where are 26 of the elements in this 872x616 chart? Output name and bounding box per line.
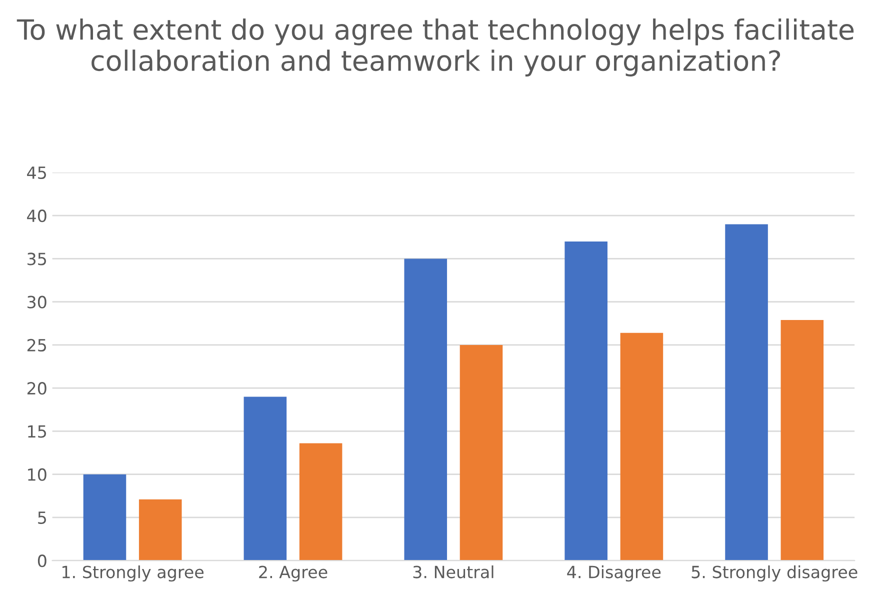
y-tick-label: 35 <box>28 252 46 266</box>
y-tick-label: 25 <box>27 338 46 352</box>
x-tick-label: 1. Strongly agree <box>62 565 204 582</box>
bar <box>138 499 182 561</box>
chart-title: To what extent do you agree that technology helps facilitate collaboration and teamwork in your organization? <box>16 18 854 76</box>
y-tick-label: 45 <box>27 166 46 180</box>
x-tick-label: 2. Agree <box>259 566 328 582</box>
bar <box>299 443 342 561</box>
y-tick-label: 40 <box>27 210 46 222</box>
bar <box>725 224 768 561</box>
bar <box>780 320 824 561</box>
bar <box>404 258 448 561</box>
bar <box>460 344 503 561</box>
bar <box>83 474 126 561</box>
y-tick-label: 15 <box>28 425 46 438</box>
x-tick-label: 3. Neutral <box>413 565 494 578</box>
bar <box>564 241 608 561</box>
y-tick-label: 30 <box>28 296 46 308</box>
y-tick-label: 0 <box>38 554 46 568</box>
y-tick-label: 5 <box>38 512 46 524</box>
x-tick-label: 4. Disagree <box>567 565 661 582</box>
x-tick-label: 5. Strongly disagree <box>692 565 858 582</box>
y-tick-label: 20 <box>27 382 46 395</box>
bar <box>620 332 664 561</box>
bar <box>244 396 287 561</box>
y-tick-label: 10 <box>28 468 46 481</box>
